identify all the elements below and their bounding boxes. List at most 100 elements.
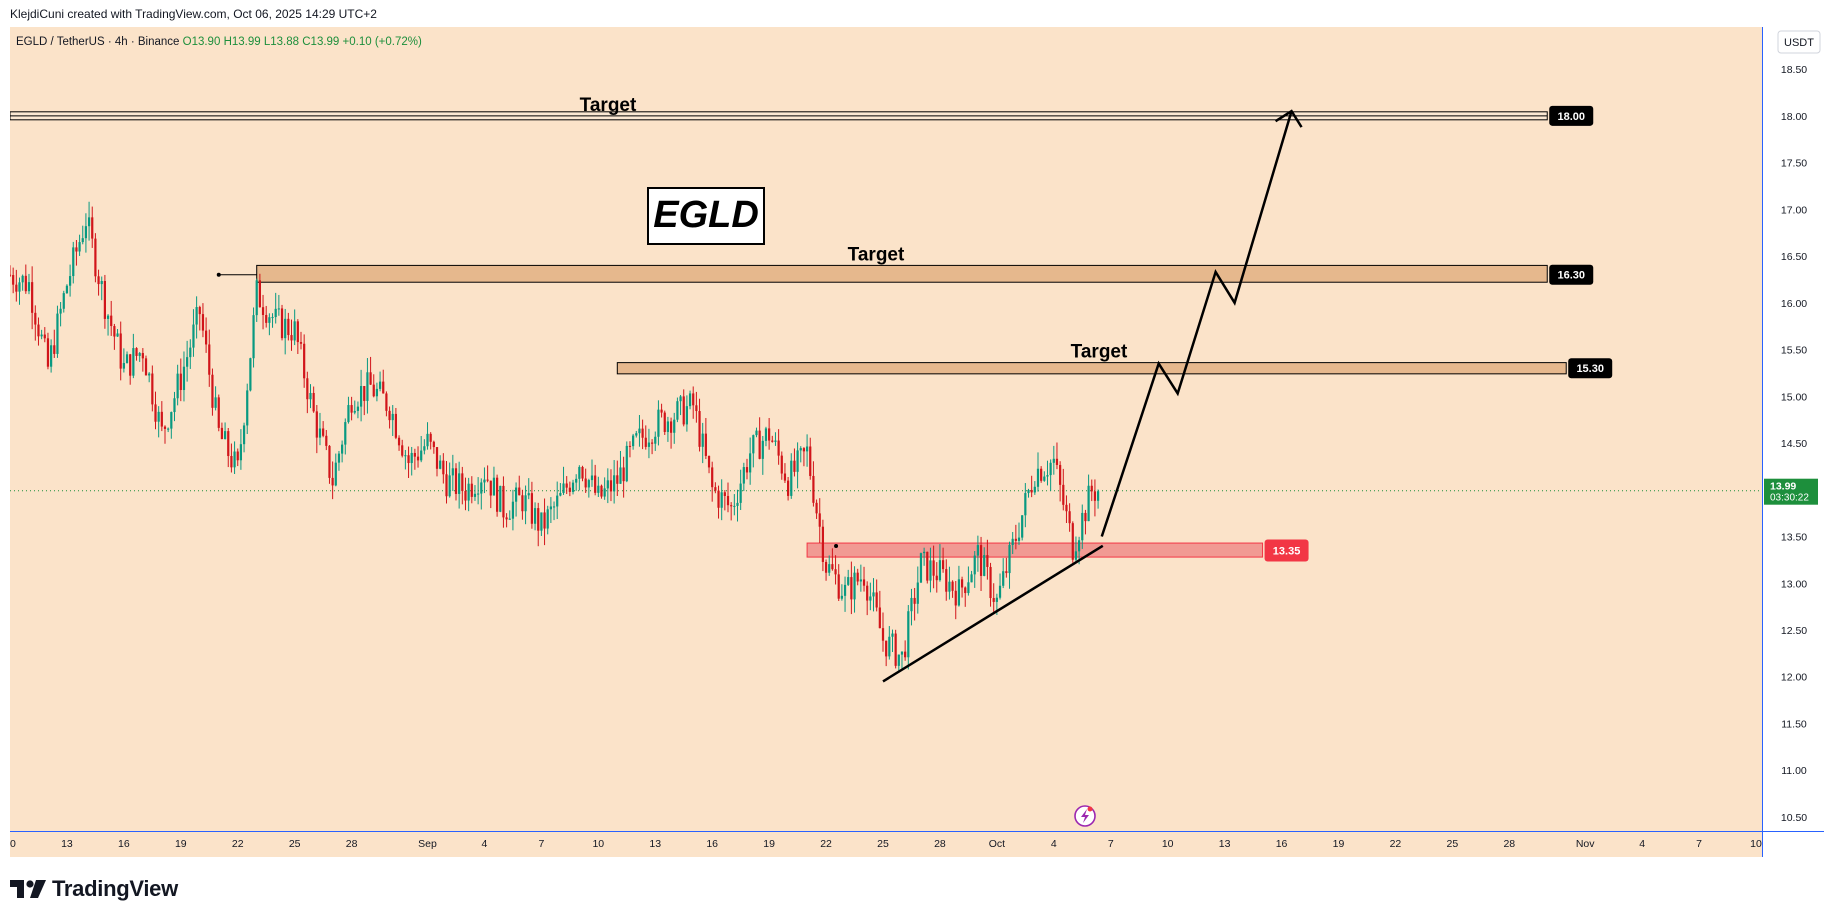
candle-body xyxy=(682,396,685,425)
candle-body xyxy=(730,505,733,507)
candle-body xyxy=(954,590,957,606)
candle-body xyxy=(584,478,587,488)
candle-body xyxy=(280,308,284,339)
candle-body xyxy=(252,315,255,359)
currency-label[interactable]: USDT xyxy=(1784,37,1814,49)
candle-body xyxy=(448,475,451,497)
candle-body xyxy=(312,392,315,412)
candle-body xyxy=(37,324,40,337)
candle-body xyxy=(65,285,69,294)
candle-body xyxy=(505,517,508,520)
candle-body xyxy=(230,456,233,468)
candle-body xyxy=(125,354,129,363)
candle-body xyxy=(464,491,467,501)
close-value: C13.99 xyxy=(302,36,339,48)
candle-body xyxy=(1030,489,1033,493)
candle-body xyxy=(353,410,356,413)
time-tick-label: 22 xyxy=(820,838,832,850)
price-tick-label: 16.50 xyxy=(1781,251,1807,263)
candle-body xyxy=(306,378,309,400)
candle-body xyxy=(581,466,584,479)
candle-body xyxy=(521,495,524,512)
candle-body xyxy=(1036,468,1040,487)
candle-body xyxy=(303,343,306,379)
candle-body xyxy=(647,442,651,447)
price-chart[interactable]: 18.00 Target 16.30 Target 15.30 Target 13.35 E… xyxy=(10,27,1824,857)
candle-body xyxy=(714,487,717,491)
candle-body xyxy=(356,406,360,411)
candle-body xyxy=(15,284,18,292)
lightning-icon[interactable] xyxy=(1074,805,1096,827)
candle-body xyxy=(543,512,546,529)
candle-body xyxy=(97,276,100,285)
candle-body xyxy=(998,585,1002,598)
candle-body xyxy=(559,493,562,496)
lightning-icon-bolt[interactable] xyxy=(1081,809,1089,823)
candle-body xyxy=(904,651,907,658)
candle-body xyxy=(970,574,973,583)
candle-body xyxy=(606,480,609,489)
candle-body xyxy=(862,579,866,586)
candle-body xyxy=(951,581,954,591)
current-price-countdown: 03:30:22 xyxy=(1770,493,1809,504)
candle-body xyxy=(508,518,511,520)
candle-body xyxy=(859,579,862,582)
candle-body xyxy=(537,508,540,531)
candle-body xyxy=(154,404,157,422)
candle-body xyxy=(372,384,375,397)
candle-body xyxy=(824,561,828,573)
candle-body xyxy=(518,487,521,496)
candle-body xyxy=(359,386,363,407)
time-tick-label: 16 xyxy=(706,838,718,850)
candle-body xyxy=(669,421,673,433)
candle-body xyxy=(325,435,328,446)
candle-body xyxy=(106,315,110,319)
candle-body xyxy=(872,592,875,597)
candle-body xyxy=(59,308,62,314)
candle-body xyxy=(62,293,65,309)
candle-body xyxy=(701,433,704,447)
candle-body xyxy=(533,508,537,524)
candle-body xyxy=(783,473,787,481)
candle-body xyxy=(132,348,135,376)
candle-body xyxy=(761,440,764,459)
candle-body xyxy=(116,333,119,337)
candle-body xyxy=(378,381,382,389)
candle-body xyxy=(802,448,806,452)
candle-body xyxy=(249,358,252,391)
candle-body xyxy=(853,572,856,600)
candle-body xyxy=(91,217,94,239)
tradingview-wordmark: TradingView xyxy=(52,876,178,901)
candle-body xyxy=(486,479,489,481)
target-zones xyxy=(10,111,1567,558)
candle-body xyxy=(18,282,21,292)
time-tick-label: 19 xyxy=(1333,838,1345,850)
candle-body xyxy=(891,633,894,637)
tradingview-logo[interactable]: TradingView xyxy=(10,876,178,902)
plot-background xyxy=(10,27,1762,831)
candle-body xyxy=(837,574,840,599)
time-axis-panel xyxy=(10,831,1762,857)
candle-body xyxy=(628,445,632,447)
currency-button[interactable]: USDT xyxy=(1777,30,1821,54)
candle-body xyxy=(843,584,847,596)
candle-body xyxy=(328,445,331,478)
candle-body xyxy=(157,411,160,422)
candle-body xyxy=(21,275,24,283)
time-tick-label: 7 xyxy=(538,838,544,850)
candles xyxy=(10,201,1100,672)
candle-body xyxy=(1074,551,1078,560)
candle-body xyxy=(828,564,831,573)
candle-body xyxy=(1024,493,1027,516)
candle-body xyxy=(964,587,967,594)
target-price-value: 16.30 xyxy=(1557,270,1585,282)
candle-body xyxy=(913,597,916,604)
chart-area[interactable]: 18.00 Target 16.30 Target 15.30 Target 13.35 E… xyxy=(10,27,1824,857)
candle-body xyxy=(477,493,480,495)
target-price-tag xyxy=(1549,105,1594,126)
currency-button-frame[interactable] xyxy=(1777,30,1821,54)
candle-body xyxy=(720,492,723,508)
time-tick-label: 4 xyxy=(1639,838,1645,850)
candle-body xyxy=(296,321,299,343)
candle-body xyxy=(834,569,837,575)
